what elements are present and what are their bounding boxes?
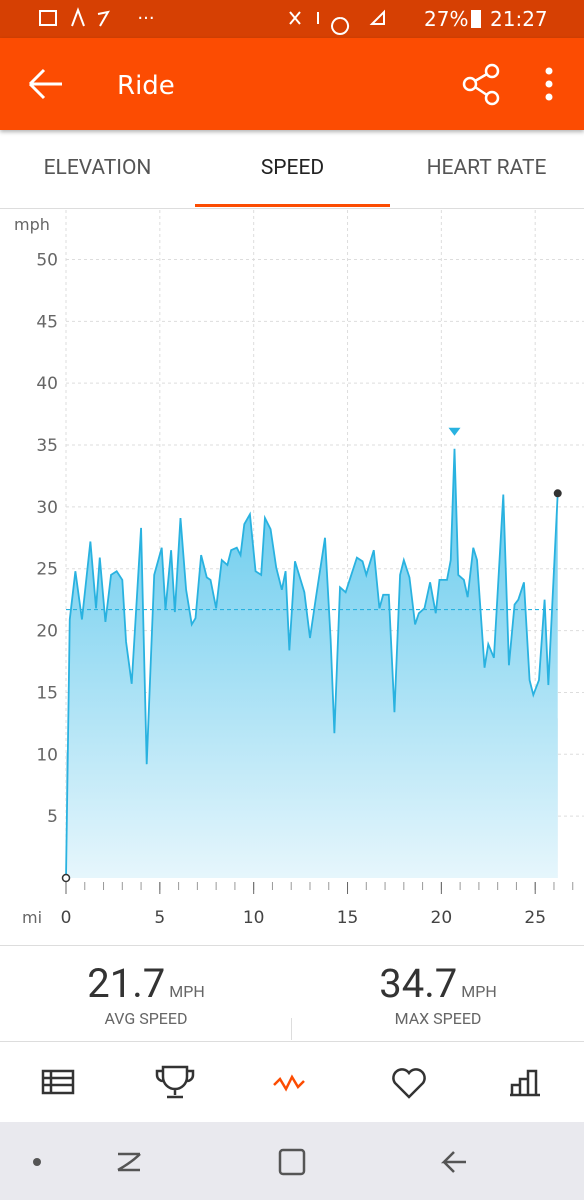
y-tick-label: 20 <box>36 622 58 642</box>
tab[interactable]: ELEVATION <box>43 156 152 180</box>
y-tick-label: 30 <box>36 498 58 518</box>
system-nav <box>0 1122 584 1200</box>
system-icons <box>33 1148 466 1176</box>
stat-value: 34.7 <box>379 960 458 1007</box>
stat-label: MAX SPEED <box>394 1009 482 1028</box>
status-bar: ··· 27% 21:27 <box>0 0 584 38</box>
back-system-button[interactable] <box>440 1151 466 1173</box>
x-unit-label: mi <box>22 908 42 927</box>
y-unit-label: mph <box>14 215 50 234</box>
nav-bars[interactable] <box>510 1069 540 1097</box>
menu-button[interactable] <box>545 67 553 101</box>
bottom-nav <box>0 1041 584 1122</box>
y-tick-label: 40 <box>36 374 58 394</box>
chart: mph mi 5 10 15 20 25 30 35 40 45 50 0 5 10 15 20 25 <box>14 210 584 928</box>
speed-line <box>65 448 559 879</box>
back-button[interactable] <box>28 68 62 100</box>
max-marker <box>448 427 461 436</box>
stat-label: AVG SPEED <box>104 1009 188 1028</box>
tab-bar: ELEVATION SPEED HEART RATE <box>0 130 584 209</box>
more-indicator: ··· <box>137 8 154 29</box>
tab-indicator <box>195 204 390 207</box>
y-tick-label: 35 <box>36 436 58 456</box>
divider <box>291 1018 292 1040</box>
share-button[interactable] <box>462 63 500 106</box>
status-icons: ··· 27% 21:27 <box>39 7 548 35</box>
y-tick-label: 15 <box>36 683 58 703</box>
x-tick-label: 20 <box>431 908 453 928</box>
end-point <box>553 489 562 498</box>
stat-unit: MPH <box>169 982 205 1001</box>
header-title: Ride <box>117 71 175 101</box>
y-tick-label: 45 <box>36 312 58 332</box>
speed-area <box>66 448 558 878</box>
x-tick-label: 10 <box>243 908 265 928</box>
nav-heart[interactable] <box>392 1068 426 1099</box>
nav-trophy[interactable] <box>155 1065 195 1099</box>
y-tick-label: 50 <box>36 250 58 270</box>
tab[interactable]: HEART RATE <box>426 156 547 180</box>
tab-selected[interactable]: SPEED <box>260 156 325 180</box>
nav-table[interactable] <box>41 1069 75 1095</box>
stat: 21.7 MPH AVG SPEED <box>0 960 292 1028</box>
y-tick-label: 10 <box>36 745 58 765</box>
x-tick-label: 15 <box>337 908 359 928</box>
recents-button[interactable] <box>117 1152 141 1172</box>
x-tick-label: 0 <box>61 908 72 928</box>
stats-panel: 21.7 MPH AVG SPEED 34.7 MPH MAX SPEED <box>0 945 584 1042</box>
nav-analysis[interactable] <box>273 1074 305 1092</box>
app-header: Ride <box>0 38 584 130</box>
stat-unit: MPH <box>461 982 497 1001</box>
battery-percent: 27% <box>424 7 468 31</box>
y-tick-label: 5 <box>47 807 58 827</box>
x-tick-label: 5 <box>154 908 165 928</box>
clock: 21:27 <box>490 7 548 31</box>
y-tick-label: 25 <box>36 560 58 580</box>
header-icons: Ride <box>28 63 553 106</box>
nav-icons <box>41 1065 540 1099</box>
stat: 34.7 MPH MAX SPEED <box>292 960 584 1028</box>
stat-value: 21.7 <box>87 960 166 1007</box>
x-tick-label: 25 <box>524 908 546 928</box>
start-point <box>61 873 71 883</box>
home-button[interactable] <box>278 1148 306 1176</box>
